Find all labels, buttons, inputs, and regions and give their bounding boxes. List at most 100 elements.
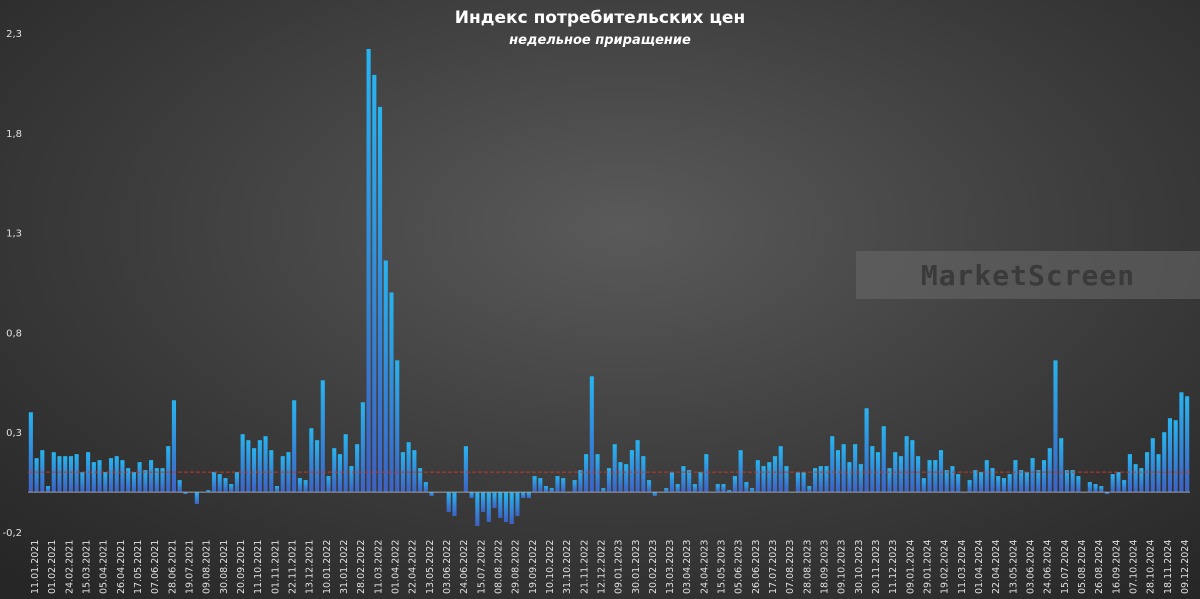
bar	[229, 484, 234, 493]
y-axis-ticks: 2,3 1,8 1,3 0,8 0,3 -0,2	[2, 29, 22, 539]
bar	[91, 462, 96, 493]
chart-title: Индекс потребительских цен	[454, 8, 746, 28]
x-tick-label: 24.06.2024	[1043, 540, 1054, 594]
bar	[1013, 460, 1018, 493]
bar	[990, 468, 995, 493]
x-tick-label: 15.05.2023	[717, 540, 728, 594]
x-tick-label: 30.10.2023	[854, 540, 865, 594]
x-tick-label: 18.11.2024	[1163, 540, 1174, 594]
bar	[1167, 418, 1173, 493]
x-tick-label: 13.03.2023	[665, 540, 676, 594]
bar	[669, 472, 675, 493]
x-tick-label: 15.07.2022	[476, 540, 487, 594]
bar	[1070, 470, 1075, 493]
y-tick-label: 1,3	[6, 229, 22, 240]
bar	[252, 448, 257, 493]
bar	[280, 456, 285, 493]
x-tick-label: 30.01.2023	[631, 540, 642, 594]
bar	[887, 468, 892, 493]
bar	[343, 434, 348, 493]
bar	[652, 492, 657, 497]
bar	[126, 468, 131, 493]
x-tick-label: 17.07.2023	[768, 540, 779, 594]
x-tick-label: 11.03.2024	[957, 540, 968, 594]
x-tick-label: 01.02.2021	[47, 540, 58, 594]
bar	[664, 488, 669, 493]
bar	[1150, 438, 1155, 493]
bar	[727, 490, 732, 493]
bar	[715, 484, 720, 493]
bar	[372, 74, 377, 493]
x-tick-label: 24.02.2021	[64, 540, 75, 594]
bar	[68, 456, 73, 493]
bar	[74, 454, 79, 493]
x-tick-label: 22.11.2021	[287, 540, 298, 594]
bar	[1047, 448, 1052, 493]
bar	[875, 452, 881, 493]
bar	[492, 492, 497, 509]
bar	[738, 450, 743, 493]
bar	[360, 402, 365, 493]
bar	[57, 456, 62, 493]
x-tick-label: 28.02.2022	[356, 540, 367, 594]
watermark-logo: MarketScreen	[856, 251, 1200, 299]
bar	[818, 466, 823, 493]
bar	[1156, 454, 1161, 493]
bar	[263, 436, 268, 493]
bar	[847, 462, 852, 493]
bar	[194, 492, 199, 505]
bar	[326, 476, 331, 493]
bar	[870, 446, 875, 493]
bar	[692, 484, 697, 493]
bar	[973, 470, 978, 493]
bar	[309, 428, 314, 493]
bar	[916, 456, 921, 493]
bar	[34, 458, 39, 493]
x-tick-label: 09.01.2023	[614, 540, 625, 594]
bar	[355, 444, 360, 493]
y-tick-label: 0,3	[6, 428, 22, 439]
x-tick-label: 31.10.2022	[562, 540, 573, 594]
bar	[881, 426, 886, 493]
bar	[979, 472, 984, 493]
bar	[956, 474, 961, 493]
bar	[698, 472, 703, 493]
x-tick-label: 26.06.2023	[751, 540, 762, 594]
x-tick-label: 05.04.2021	[99, 540, 110, 594]
bar	[824, 466, 829, 493]
bar	[750, 488, 755, 493]
bar	[103, 472, 108, 493]
bar	[853, 444, 858, 493]
x-tick-label: 11.01.2021	[30, 540, 41, 594]
y-tick-label: -0,2	[2, 528, 22, 539]
bar	[1059, 438, 1064, 493]
x-tick-label: 28.06.2021	[167, 540, 178, 594]
x-tick-label: 11.03.2022	[373, 540, 384, 594]
bar	[423, 482, 428, 493]
x-axis-ticks: 11.01.2021 01.02.2021 24.02.2021 15.03.2021…	[30, 540, 1191, 594]
bar	[332, 448, 337, 493]
bar	[944, 470, 949, 493]
bar	[589, 376, 594, 493]
bar	[807, 486, 812, 493]
bar	[1127, 454, 1132, 493]
bar	[509, 492, 514, 525]
bar	[543, 486, 549, 493]
bar	[114, 456, 119, 493]
bar	[171, 400, 177, 493]
bar	[933, 460, 938, 493]
bar	[1139, 468, 1144, 493]
x-tick-label: 03.06.2022	[442, 540, 453, 594]
bar	[337, 454, 343, 493]
x-tick-label: 05.06.2023	[734, 540, 745, 594]
bar	[778, 446, 783, 493]
bar	[1001, 478, 1007, 493]
bar	[601, 488, 606, 493]
bar	[292, 400, 297, 493]
bar	[1173, 420, 1178, 493]
x-tick-label: 20.09.2021	[236, 540, 247, 594]
bar	[549, 488, 554, 493]
bar	[635, 440, 640, 493]
bar	[572, 480, 577, 493]
bar	[366, 48, 371, 493]
